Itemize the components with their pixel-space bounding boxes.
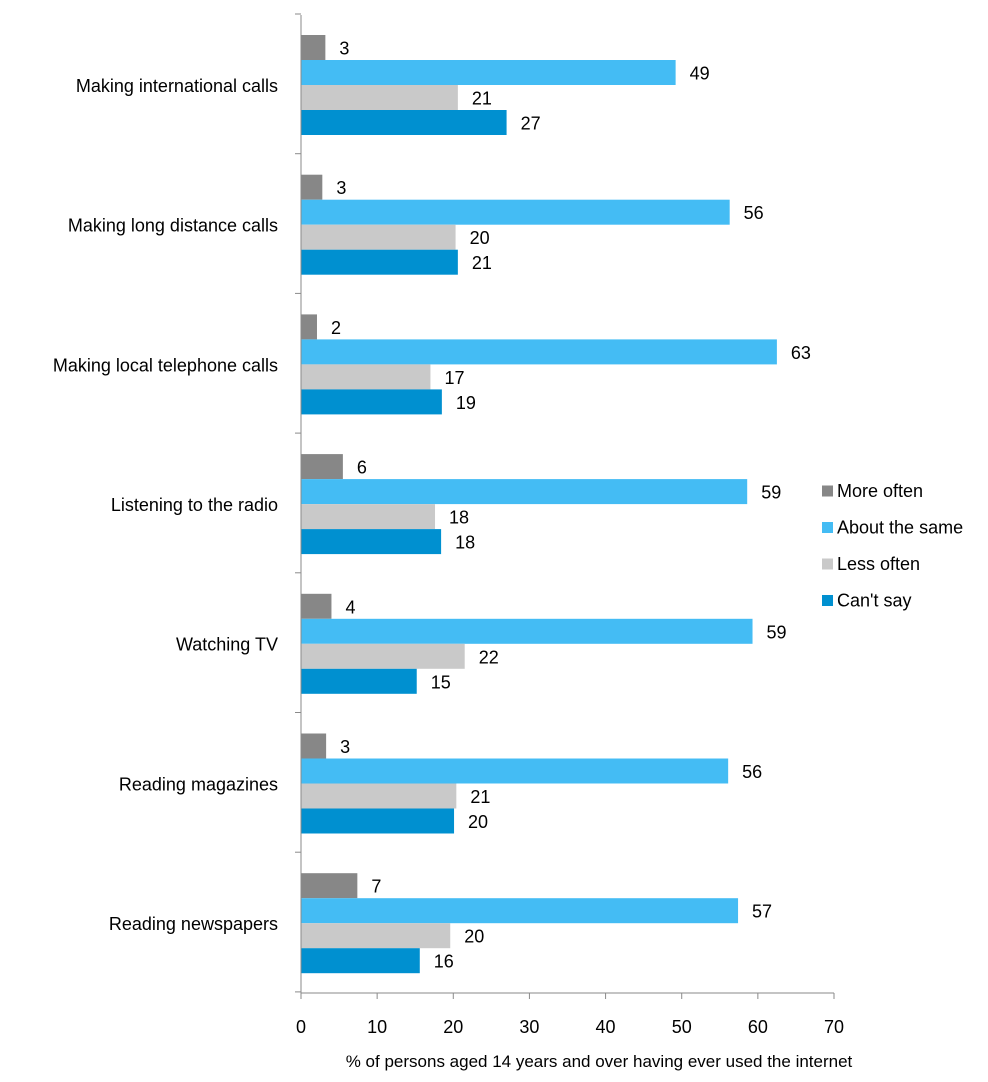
data-label: 17 bbox=[444, 368, 464, 388]
legend-swatch bbox=[822, 522, 833, 533]
data-label: 59 bbox=[761, 483, 781, 503]
bar bbox=[301, 249, 458, 275]
category-label: Listening to the radio bbox=[111, 495, 278, 515]
category-label: Reading newspapers bbox=[109, 914, 278, 934]
bar bbox=[301, 110, 507, 135]
category-label: Making long distance calls bbox=[68, 216, 278, 236]
data-label: 27 bbox=[521, 114, 541, 134]
legend-label: More often bbox=[837, 481, 923, 501]
data-label: 6 bbox=[357, 458, 367, 478]
x-tick-label: 50 bbox=[672, 1017, 692, 1037]
bar bbox=[301, 873, 358, 899]
bar bbox=[301, 618, 753, 644]
x-axis-title: % of persons aged 14 years and over havi… bbox=[346, 1052, 853, 1071]
x-tick-label: 70 bbox=[824, 1017, 844, 1037]
legend-swatch bbox=[822, 595, 833, 606]
bar bbox=[301, 314, 317, 340]
x-tick-label: 60 bbox=[748, 1017, 768, 1037]
data-label: 20 bbox=[470, 228, 490, 248]
x-tick-label: 0 bbox=[296, 1017, 306, 1037]
bar bbox=[301, 668, 417, 694]
bar bbox=[301, 898, 739, 924]
data-label: 59 bbox=[767, 622, 787, 642]
bar bbox=[301, 339, 777, 365]
data-label: 63 bbox=[791, 343, 811, 363]
data-label: 56 bbox=[744, 203, 764, 223]
category-label: Making local telephone calls bbox=[53, 355, 278, 375]
data-label: 21 bbox=[472, 89, 492, 109]
x-tick-label: 10 bbox=[367, 1017, 387, 1037]
data-label: 21 bbox=[472, 253, 492, 273]
bar bbox=[301, 733, 327, 759]
bar bbox=[301, 504, 436, 530]
bar bbox=[301, 174, 323, 200]
legend: More often About the same Less often Can't … bbox=[822, 481, 963, 611]
bar bbox=[301, 948, 420, 974]
bar bbox=[301, 643, 465, 669]
data-label: 4 bbox=[345, 597, 355, 617]
data-label: 3 bbox=[339, 39, 349, 59]
bar bbox=[301, 454, 343, 480]
data-label: 2 bbox=[331, 318, 341, 338]
category-label: Making international calls bbox=[76, 76, 278, 96]
data-label: 57 bbox=[752, 902, 772, 922]
bar bbox=[301, 35, 326, 60]
bar bbox=[301, 224, 456, 250]
data-label: 56 bbox=[742, 762, 762, 782]
bar bbox=[301, 593, 332, 619]
legend-label: Can't say bbox=[837, 591, 911, 611]
bar bbox=[301, 758, 729, 784]
legend-swatch bbox=[822, 558, 833, 570]
category-label: Reading magazines bbox=[119, 774, 278, 794]
bar bbox=[301, 529, 442, 555]
data-label: 3 bbox=[336, 178, 346, 198]
x-tick-label: 40 bbox=[596, 1017, 616, 1037]
legend-swatch bbox=[822, 485, 833, 497]
legend-label: About the same bbox=[837, 518, 963, 538]
legend-label: Less often bbox=[837, 554, 920, 574]
y-axis: Making international calls Making long di… bbox=[53, 13, 302, 993]
data-label: 7 bbox=[371, 877, 381, 897]
data-label: 49 bbox=[690, 64, 710, 84]
bar bbox=[301, 808, 455, 834]
x-axis: 0 10 20 30 40 50 60 70 bbox=[296, 992, 844, 1037]
bar bbox=[301, 389, 442, 415]
data-label: 20 bbox=[464, 927, 484, 947]
data-label: 16 bbox=[434, 952, 454, 972]
data-label: 18 bbox=[449, 508, 469, 528]
data-label: 21 bbox=[470, 787, 490, 807]
bar bbox=[301, 783, 457, 809]
data-label: 3 bbox=[340, 737, 350, 757]
data-label: 19 bbox=[456, 393, 476, 413]
bar bbox=[301, 60, 676, 85]
data-labels-layer: 3 49 21 27 3 56 20 21 2 63 17 19 6 59 18 18 4 59 22 15 3 56 21… bbox=[331, 39, 811, 972]
bar bbox=[301, 85, 458, 110]
x-tick-label: 20 bbox=[443, 1017, 463, 1037]
bar bbox=[301, 364, 431, 390]
bars-layer bbox=[301, 35, 777, 974]
x-tick-label: 30 bbox=[519, 1017, 539, 1037]
bar bbox=[301, 199, 730, 225]
data-label: 20 bbox=[468, 812, 488, 832]
bar bbox=[301, 479, 748, 505]
category-label: Watching TV bbox=[176, 635, 278, 655]
data-label: 22 bbox=[479, 647, 499, 667]
data-label: 15 bbox=[431, 672, 451, 692]
bar bbox=[301, 923, 451, 949]
data-label: 18 bbox=[455, 533, 475, 553]
